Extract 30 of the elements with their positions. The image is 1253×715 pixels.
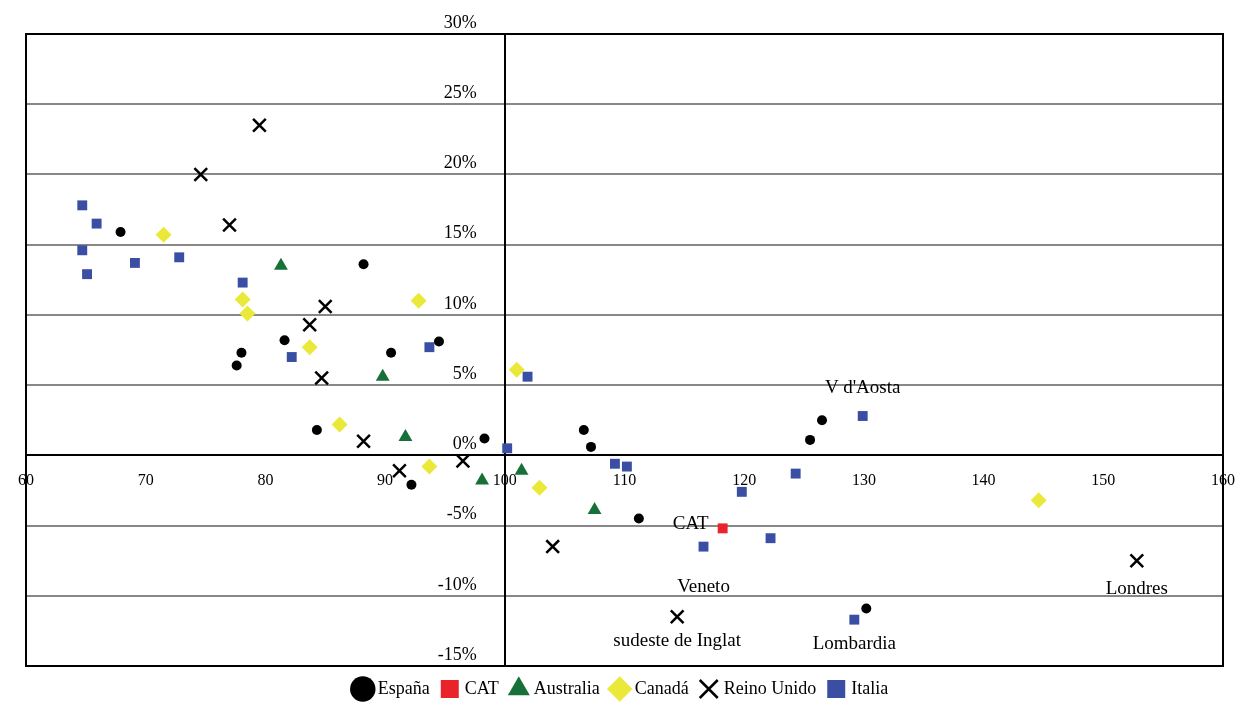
annotation: CAT (672, 512, 710, 534)
y-tick-label: 20% (443, 152, 477, 173)
legend-label: Italia (851, 677, 889, 698)
x-tick-label: 90 (377, 471, 394, 489)
legend-label: Canadá (634, 677, 689, 698)
x-tick-label: 80 (257, 471, 274, 489)
y-tick-label: 30% (443, 11, 477, 32)
legend-label: CAT (464, 677, 499, 698)
y-tick-label: 15% (443, 222, 477, 243)
annotation: V d'Aosta (825, 375, 901, 397)
x-tick-label: 150 (1091, 471, 1116, 489)
y-tick-label: -5% (446, 503, 477, 524)
legend-label: España (377, 677, 430, 698)
legend-label: Australia (533, 677, 600, 698)
x-tick-label: 110 (612, 471, 637, 489)
annotation: sudeste de Inglat (613, 628, 742, 650)
y-tick-label: 0% (452, 433, 477, 454)
annotation: Veneto (677, 574, 730, 596)
y-tick-label: 5% (452, 362, 477, 383)
annotation: Lombardia (812, 631, 897, 653)
x-tick-label: 70 (137, 471, 154, 489)
y-tick-label: -10% (437, 573, 477, 594)
y-tick-label: 25% (443, 81, 477, 102)
annotation: Londres (1105, 576, 1168, 598)
x-tick-label: 140 (971, 471, 996, 489)
x-tick-label: 120 (732, 471, 757, 489)
legend-label: Reino Unido (723, 677, 817, 698)
y-tick-label: -15% (437, 643, 477, 664)
x-tick-label: 130 (851, 471, 876, 489)
y-tick-label: 10% (443, 292, 477, 313)
